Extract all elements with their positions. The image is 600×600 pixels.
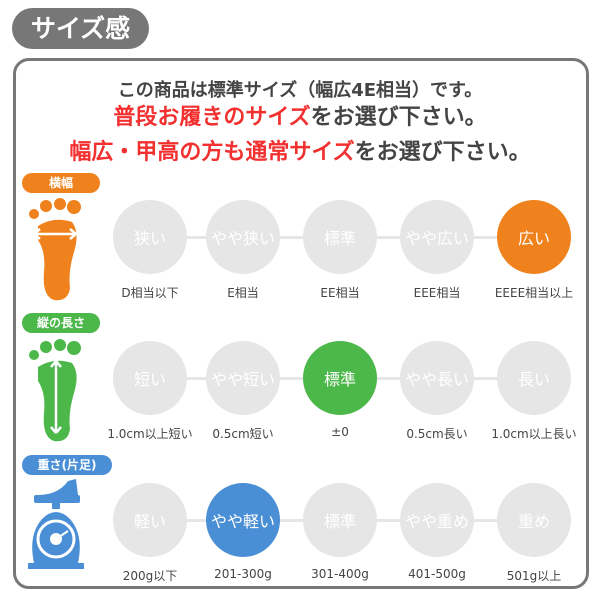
option: 軽い — [113, 483, 187, 557]
intro-text: をお選び下さい。 — [310, 105, 487, 130]
intro-line-2: 普段お履きのサイズをお選び下さい。 — [0, 99, 600, 131]
row-badge: 横幅 — [22, 173, 100, 193]
option: 標準 — [303, 200, 377, 274]
option-caption: 501g以上 — [506, 569, 562, 583]
size-chart-frame — [13, 58, 589, 589]
option-caption: 1.0cm以上短い — [107, 427, 193, 441]
option: やや重め — [400, 483, 474, 557]
option-caption: ±0 — [331, 425, 349, 439]
option-caption: 301-400g — [311, 567, 369, 581]
option-caption: D相当以下 — [121, 286, 179, 300]
option-caption: EEEE相当以上 — [494, 286, 574, 300]
foot-width-icon — [24, 192, 84, 306]
option: 重め — [497, 483, 571, 557]
selected-option: やや軽い — [206, 483, 280, 557]
intro-emphasis: 幅広・甲高の方も通常サイズ — [69, 140, 355, 165]
option-caption: EE相当 — [320, 286, 360, 300]
option: やや狭い — [206, 200, 280, 274]
intro-emphasis: 普段お履きのサイズ — [113, 105, 311, 130]
row-badge: 重さ(片足) — [22, 455, 112, 475]
option: 標準 — [303, 483, 377, 557]
option-caption: 1.0cm以上長い — [491, 427, 577, 441]
foot-length-icon — [24, 333, 84, 447]
option-caption: 200g以下 — [122, 569, 178, 583]
option-caption: 401-500g — [408, 567, 466, 581]
intro-line-3: 幅広・甲高の方も通常サイズをお選び下さい。 — [0, 134, 600, 166]
option-caption: 0.5cm短い — [212, 427, 274, 441]
option: 狭い — [113, 200, 187, 274]
intro-line-1: この商品は標準サイズ（幅広4E相当）です。 — [117, 80, 483, 101]
option-caption: 0.5cm長い — [406, 427, 468, 441]
row-badge: 縦の長さ — [22, 313, 100, 333]
scale-icon — [24, 475, 84, 589]
option-caption: 201-300g — [214, 567, 272, 581]
option: やや長い — [400, 341, 474, 415]
intro-text: をお選び下さい。 — [354, 140, 531, 165]
option: 短い — [113, 341, 187, 415]
option-caption: E相当 — [227, 286, 259, 300]
option: 長い — [497, 341, 571, 415]
selected-option: 標準 — [303, 341, 377, 415]
option: やや短い — [206, 341, 280, 415]
selected-option: 広い — [497, 200, 571, 274]
section-title: サイズ感 — [12, 8, 149, 49]
option-caption: EEE相当 — [413, 286, 461, 300]
option: やや広い — [400, 200, 474, 274]
